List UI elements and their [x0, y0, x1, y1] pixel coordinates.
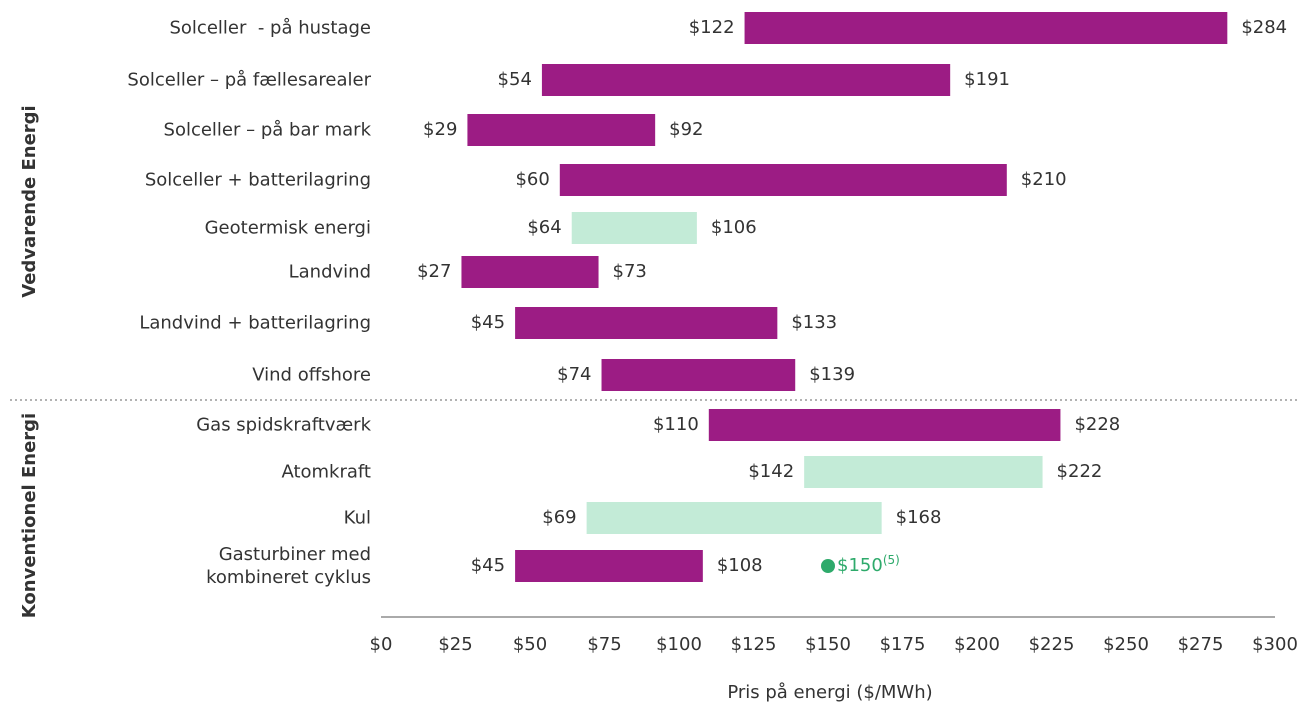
- x-tick-label: $75: [587, 634, 621, 655]
- x-tick-label: $175: [880, 634, 926, 655]
- low-value-label: $122: [689, 17, 735, 38]
- bar: [571, 212, 697, 244]
- x-tick-label: $25: [438, 634, 472, 655]
- bar: [559, 164, 1007, 196]
- low-value-label: $74: [557, 364, 591, 385]
- category-label: Solceller – på fællesarealer: [127, 69, 371, 91]
- annotation-superscript: (5): [883, 553, 900, 567]
- annotation-marker: [821, 559, 835, 573]
- low-value-label: $142: [748, 461, 794, 482]
- annotation-value: $150: [837, 555, 883, 576]
- high-value-label: $210: [1021, 169, 1067, 190]
- low-value-label: $27: [417, 261, 451, 282]
- high-value-label: $139: [809, 364, 855, 385]
- group-label: Konventionel Energi: [19, 413, 40, 618]
- category-label: Gasturbiner med kombineret cyklus: [206, 544, 371, 588]
- x-axis-title: Pris på energi ($/MWh): [727, 682, 932, 703]
- category-label: Geotermisk energi: [204, 217, 371, 239]
- x-tick-label: $225: [1029, 634, 1075, 655]
- low-value-label: $69: [542, 507, 576, 528]
- high-value-label: $228: [1074, 414, 1120, 435]
- bar: [804, 456, 1043, 488]
- category-label: Atomkraft: [281, 461, 371, 483]
- x-tick-label: $150: [805, 634, 851, 655]
- low-value-label: $45: [471, 555, 505, 576]
- category-label: Landvind + batterilagring: [139, 312, 371, 334]
- bar: [586, 502, 882, 534]
- bar: [708, 409, 1061, 441]
- category-label: Solceller + batterilagring: [144, 169, 371, 191]
- annotation-label: $150(5): [837, 553, 900, 577]
- low-value-label: $29: [423, 119, 457, 140]
- bar: [515, 307, 778, 339]
- x-tick-label: $200: [954, 634, 1000, 655]
- category-label: Solceller - på hustage: [169, 17, 371, 39]
- group-label: Vedvarende Energi: [19, 105, 40, 297]
- category-label: Vind offshore: [252, 364, 371, 386]
- low-value-label: $54: [498, 69, 532, 90]
- category-label: Kul: [343, 507, 371, 529]
- x-tick-label: $300: [1252, 634, 1298, 655]
- bar: [467, 114, 656, 146]
- x-tick-label: $250: [1103, 634, 1149, 655]
- x-tick-label: $125: [731, 634, 777, 655]
- high-value-label: $168: [896, 507, 942, 528]
- bar: [461, 256, 599, 288]
- low-value-label: $110: [653, 414, 699, 435]
- bar: [541, 64, 951, 96]
- bar: [744, 12, 1228, 44]
- x-tick-label: $0: [370, 634, 393, 655]
- bar: [601, 359, 796, 391]
- high-value-label: $284: [1241, 17, 1287, 38]
- bar: [515, 550, 703, 582]
- high-value-label: $106: [711, 217, 757, 238]
- high-value-label: $191: [964, 69, 1010, 90]
- high-value-label: $108: [717, 555, 763, 576]
- low-value-label: $45: [471, 312, 505, 333]
- low-value-label: $64: [527, 217, 561, 238]
- x-tick-label: $50: [513, 634, 547, 655]
- x-tick-label: $100: [656, 634, 702, 655]
- high-value-label: $73: [613, 261, 647, 282]
- category-label: Solceller – på bar mark: [163, 119, 371, 141]
- low-value-label: $60: [515, 169, 549, 190]
- high-value-label: $133: [791, 312, 837, 333]
- high-value-label: $92: [669, 119, 703, 140]
- x-tick-label: $275: [1178, 634, 1224, 655]
- category-label: Gas spidskraftværk: [196, 414, 371, 436]
- category-label: Landvind: [288, 261, 371, 283]
- high-value-label: $222: [1057, 461, 1103, 482]
